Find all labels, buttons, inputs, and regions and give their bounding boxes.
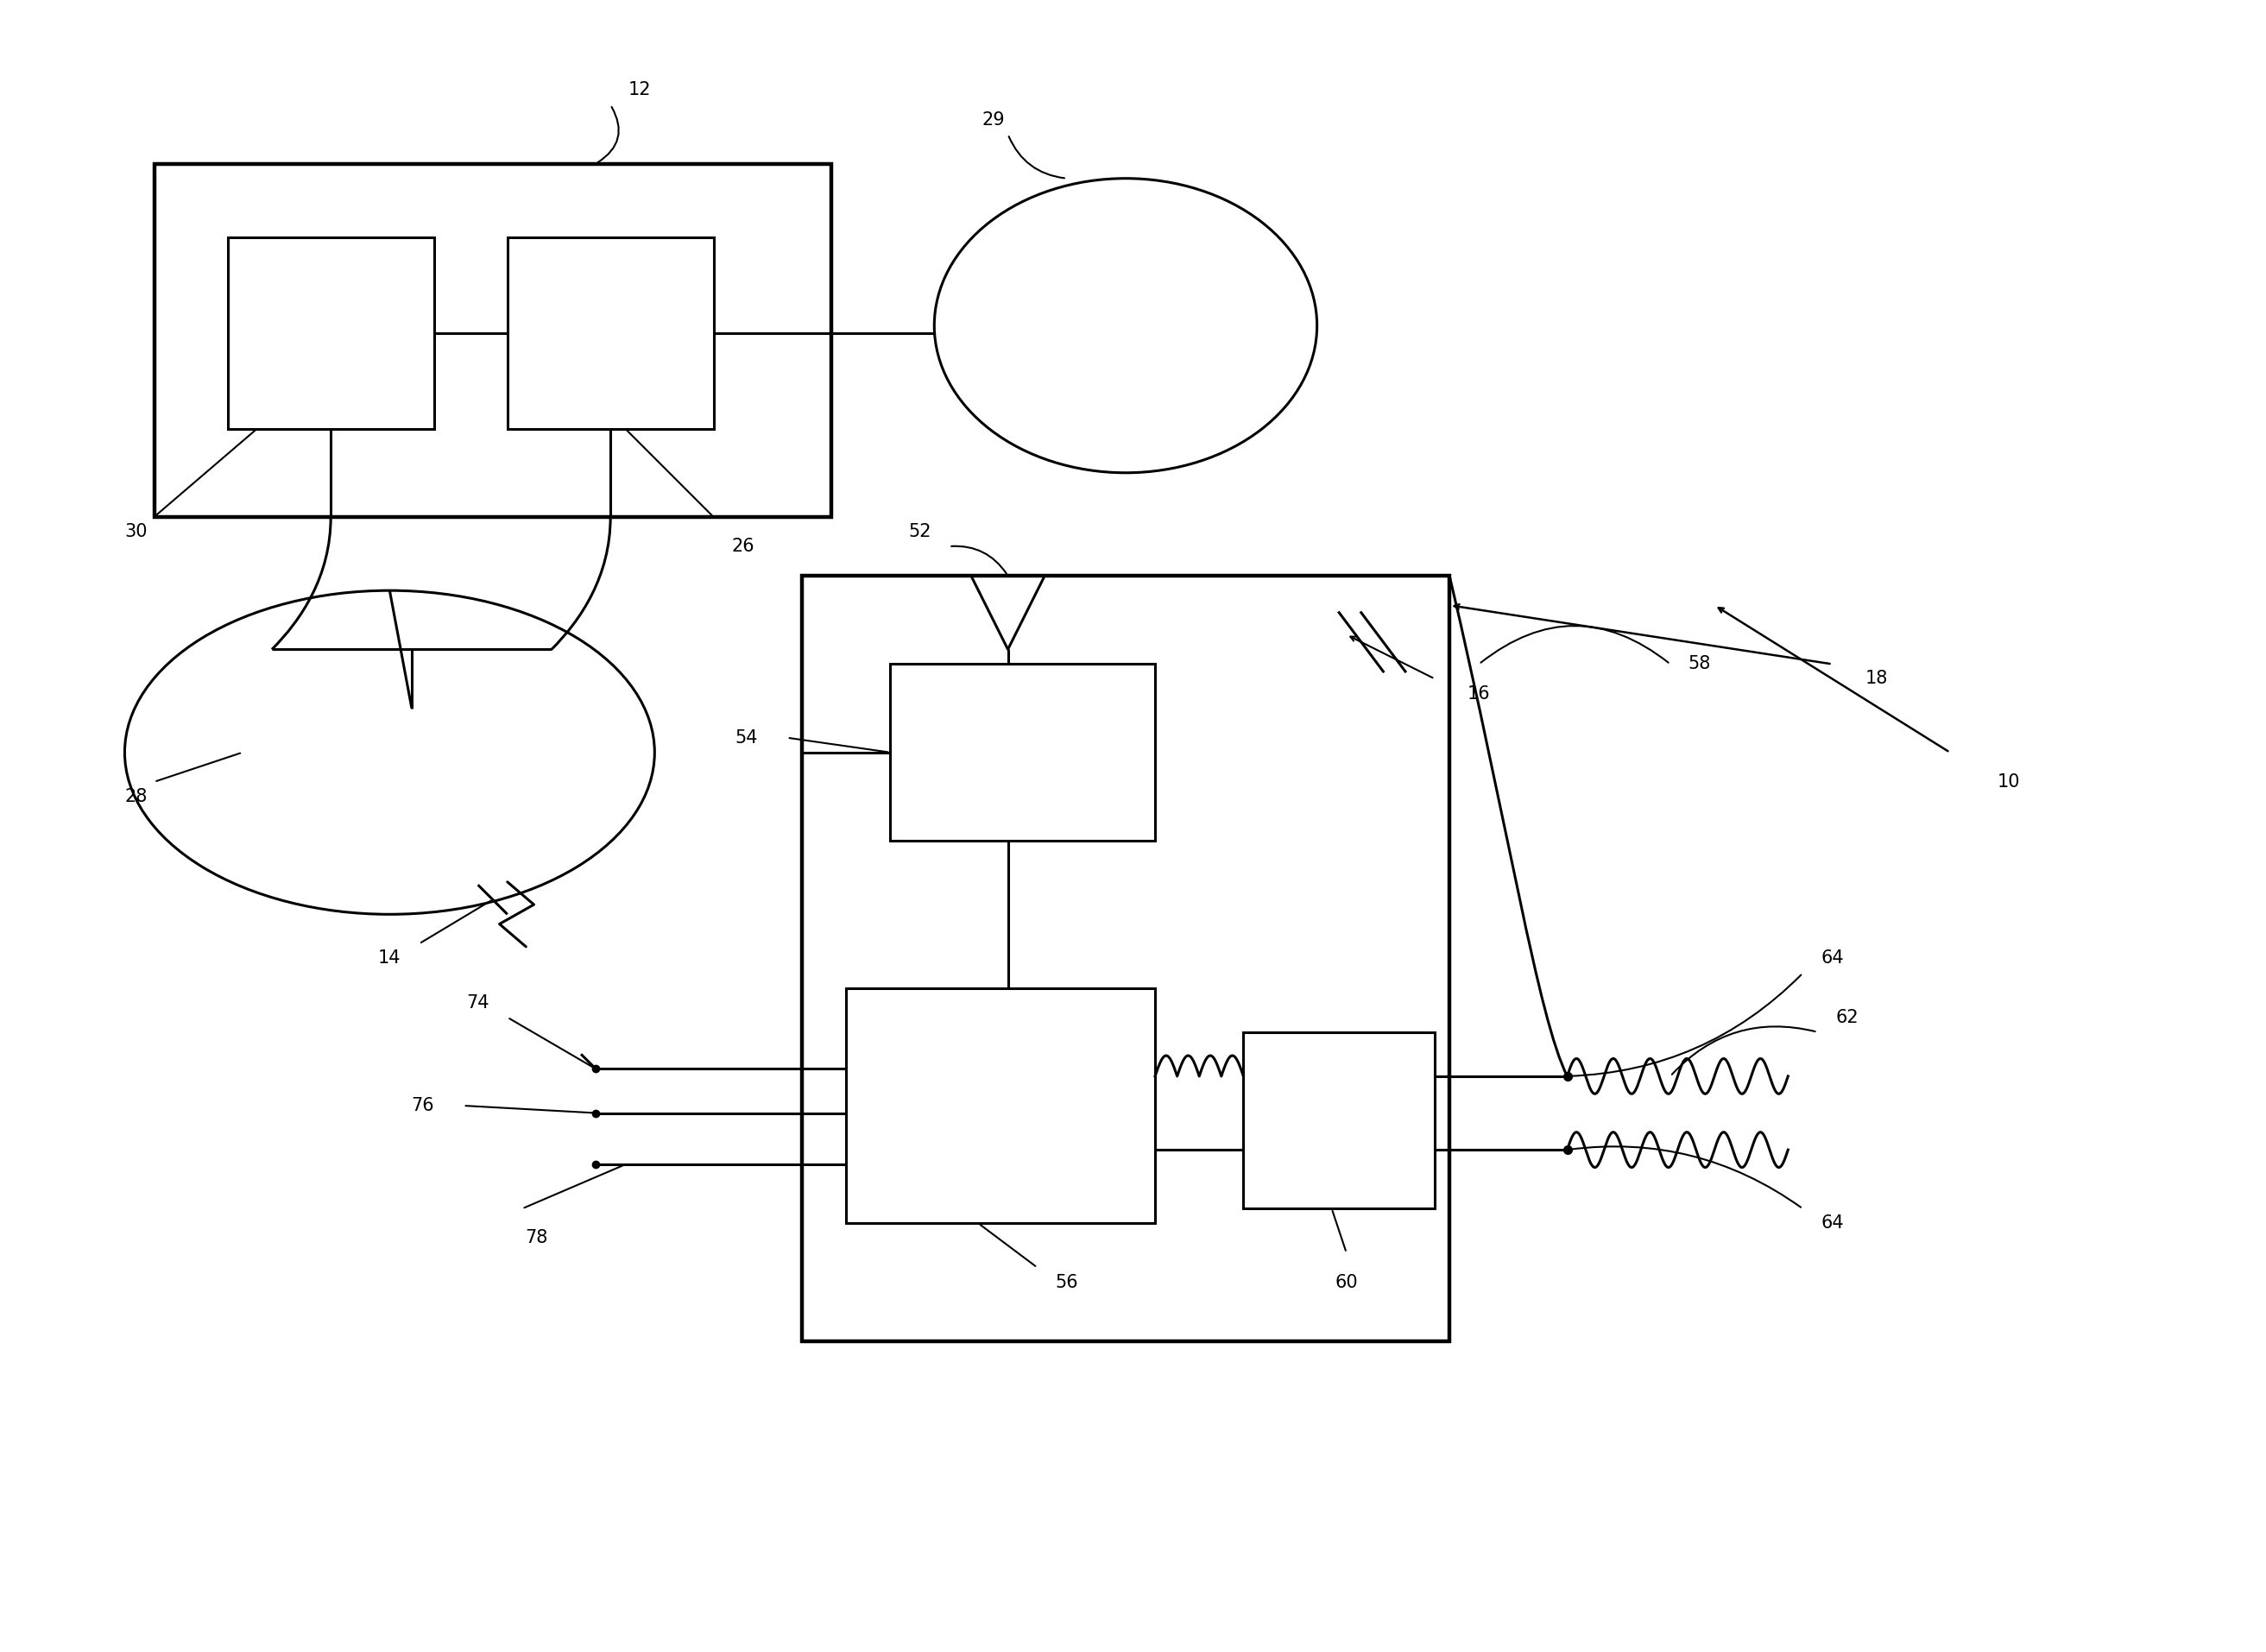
FancyBboxPatch shape <box>891 664 1156 841</box>
FancyBboxPatch shape <box>227 238 433 428</box>
Text: 78: 78 <box>526 1229 548 1247</box>
Text: 64: 64 <box>1820 950 1845 966</box>
Text: 76: 76 <box>410 1097 433 1113</box>
Text: 14: 14 <box>378 950 401 966</box>
FancyBboxPatch shape <box>1244 1032 1434 1209</box>
Text: 60: 60 <box>1335 1274 1357 1290</box>
Text: 54: 54 <box>734 729 757 747</box>
Ellipse shape <box>934 178 1317 472</box>
Text: 18: 18 <box>1865 671 1888 687</box>
Text: 58: 58 <box>1688 656 1711 672</box>
Text: 28: 28 <box>125 788 147 805</box>
FancyBboxPatch shape <box>845 988 1156 1224</box>
Text: 52: 52 <box>909 524 931 540</box>
FancyBboxPatch shape <box>154 164 832 517</box>
Text: 74: 74 <box>467 995 489 1011</box>
Text: 16: 16 <box>1468 686 1491 702</box>
Text: 10: 10 <box>1996 773 2021 790</box>
Text: 62: 62 <box>1835 1009 1858 1026</box>
Text: 12: 12 <box>628 81 650 99</box>
Text: 30: 30 <box>125 524 147 540</box>
Text: 64: 64 <box>1820 1214 1845 1232</box>
Ellipse shape <box>125 590 655 914</box>
Text: 26: 26 <box>732 539 755 555</box>
Text: 56: 56 <box>1056 1274 1079 1290</box>
FancyBboxPatch shape <box>508 238 714 428</box>
Text: 29: 29 <box>981 111 1004 129</box>
FancyBboxPatch shape <box>802 577 1450 1341</box>
